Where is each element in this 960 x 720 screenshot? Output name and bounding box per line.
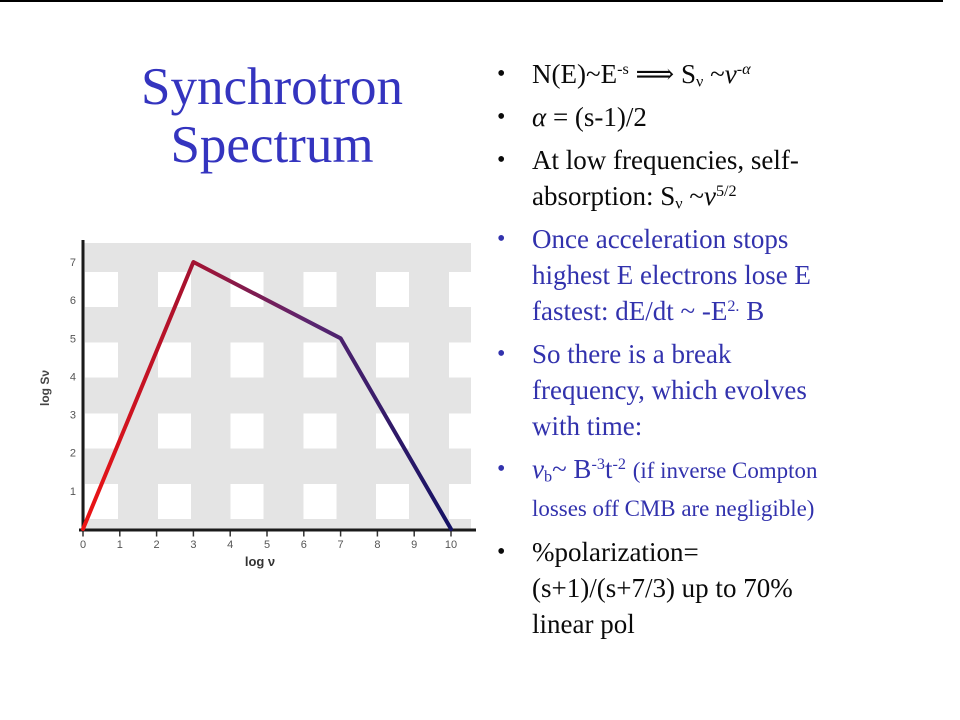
x-tick-label: 2 [154,539,160,551]
bullet-item: • α = (s-1)/2 [497,99,945,135]
bullet-item: • At low frequencies, self-absorption: Sν… [497,142,945,214]
bullet-marker: • [497,147,506,173]
x-axis-label: log ν [245,554,275,569]
x-tick-label: 7 [338,539,344,551]
bullet-marker: • [497,539,506,565]
slide-top-border [0,0,943,2]
x-tick-label: 5 [264,539,270,551]
bullet-marker: • [497,341,506,367]
bullet-item: • N(E)~E-s ⟹ Sν ~ν-α [497,56,945,92]
x-tick-label: 8 [374,539,380,551]
x-tick-label: 10 [445,539,457,551]
title-line-1: Synchrotron [140,58,404,116]
bullet-text: At low frequencies, self-absorption: Sν … [532,145,799,213]
x-tick-label: 3 [190,539,196,551]
slide-title: Synchrotron Spectrum [100,58,444,174]
bullet-marker: • [497,226,506,252]
bullet-text: Once acceleration stops highest E electro… [532,224,811,326]
bullet-text: α = (s-1)/2 [532,102,647,132]
bullet-text: νb~ B-3t-2 (if inverse Compton losses off… [532,454,818,521]
bullet-item: • %polarization= (s+1)/(s+7/3) up to 70% li… [497,534,945,642]
y-tick-label: 3 [70,410,76,422]
bullet-text: N(E)~E-s ⟹ Sν ~ν-α [532,59,751,91]
synchrotron-spectrum-chart: 0 1 2 3 4 5 6 7 8 9 10 1 2 3 4 5 6 7 log ν log Sν [40,235,480,570]
x-tick-label: 1 [117,539,123,551]
y-tick-label: 5 [70,333,76,345]
bullet-marker: • [497,456,506,482]
bullet-item: • νb~ B-3t-2 (if inverse Compton losses of… [497,451,945,527]
bullet-marker: • [497,61,506,87]
y-tick-label: 2 [70,448,76,460]
y-tick-label: 4 [70,371,76,383]
y-tick-label: 6 [70,295,76,307]
bullet-item: • Once acceleration stops highest E electr… [497,221,945,329]
x-tick-label: 6 [301,539,307,551]
bullet-list: • N(E)~E-s ⟹ Sν ~ν-α • α = (s-1)/2 • At low f… [497,56,945,649]
chart-plot-background [83,243,471,529]
spectrum-line [81,260,453,531]
bullet-item: • So there is a break frequency, which evo… [497,336,945,444]
spectrum-chart-svg: 0 1 2 3 4 5 6 7 8 9 10 1 2 3 4 5 6 7 log ν log Sν [40,240,476,569]
y-tick-label: 7 [70,257,76,269]
bullet-marker: • [497,104,506,130]
x-tick-label: 0 [80,539,86,551]
x-tick-label: 4 [227,539,233,551]
y-tick-label: 1 [70,486,76,498]
bullet-text: So there is a break frequency, which evol… [532,339,807,441]
bullet-text: %polarization= (s+1)/(s+7/3) up to 70% lin… [532,537,793,639]
y-axis-label: log Sν [40,370,52,406]
title-line-2: Spectrum [170,116,374,174]
x-tick-label: 9 [411,539,417,551]
